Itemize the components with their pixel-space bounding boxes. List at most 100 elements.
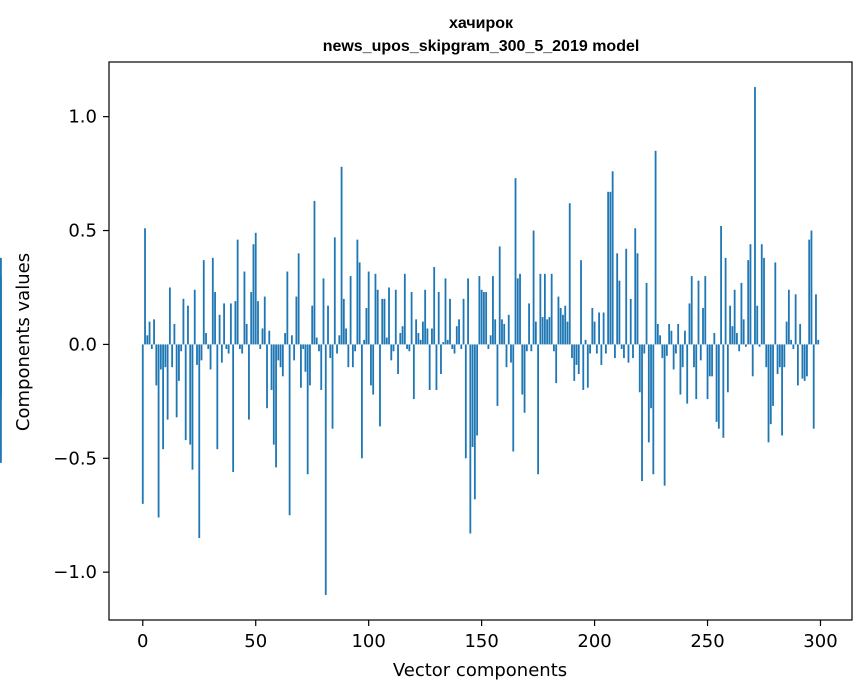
bar bbox=[193, 289, 196, 345]
bar bbox=[566, 321, 569, 345]
bar bbox=[250, 292, 253, 345]
bar bbox=[681, 344, 684, 368]
bar bbox=[392, 344, 395, 352]
bar bbox=[781, 344, 783, 436]
bar bbox=[532, 230, 535, 345]
x-axis-label: Vector components bbox=[393, 660, 567, 681]
bar bbox=[634, 228, 637, 345]
bar bbox=[573, 344, 576, 381]
bar bbox=[390, 344, 393, 361]
bar bbox=[577, 344, 580, 375]
bar bbox=[216, 344, 219, 450]
bar bbox=[209, 344, 212, 370]
bar bbox=[537, 344, 540, 475]
bar bbox=[498, 246, 501, 345]
bar bbox=[426, 328, 429, 345]
bar bbox=[489, 335, 492, 345]
bar bbox=[806, 344, 808, 377]
bar bbox=[778, 344, 781, 368]
bar bbox=[699, 344, 702, 361]
bar bbox=[297, 253, 300, 345]
bar bbox=[478, 276, 481, 345]
bar bbox=[808, 239, 811, 345]
bar bbox=[0, 328, 2, 345]
y-axis-label: Components values bbox=[13, 253, 34, 431]
bar bbox=[345, 328, 347, 345]
bar bbox=[293, 344, 296, 361]
x-tick-label: 150 bbox=[464, 631, 498, 652]
bar bbox=[512, 344, 515, 452]
x-axis-ticks: 0 50 100 150 200 250 300 bbox=[137, 620, 838, 652]
bar bbox=[254, 232, 257, 345]
bar bbox=[525, 344, 528, 352]
bar bbox=[736, 333, 738, 345]
bar bbox=[171, 344, 174, 368]
bar bbox=[435, 344, 438, 390]
bar bbox=[408, 344, 411, 352]
bar bbox=[729, 305, 732, 345]
bar bbox=[440, 344, 442, 375]
bar bbox=[211, 257, 214, 345]
bar bbox=[815, 294, 817, 345]
bar bbox=[164, 344, 167, 368]
bar bbox=[697, 280, 700, 345]
bar bbox=[358, 262, 361, 345]
x-tick-label: 200 bbox=[577, 631, 611, 652]
bar bbox=[381, 298, 384, 345]
bar bbox=[675, 344, 677, 354]
bar bbox=[595, 344, 598, 354]
bar bbox=[424, 289, 427, 345]
bar bbox=[627, 344, 630, 363]
bar bbox=[650, 344, 652, 409]
bar bbox=[347, 344, 350, 368]
bar bbox=[257, 301, 259, 345]
bar bbox=[790, 339, 793, 345]
bar bbox=[672, 344, 675, 370]
bar bbox=[367, 271, 370, 345]
bar bbox=[485, 292, 488, 345]
bar bbox=[243, 271, 246, 345]
bar bbox=[340, 166, 343, 345]
bar bbox=[623, 344, 625, 359]
bar bbox=[0, 257, 2, 345]
bar bbox=[449, 298, 451, 345]
bar bbox=[708, 344, 711, 377]
bar bbox=[333, 237, 336, 345]
x-tick-label: 300 bbox=[803, 631, 837, 652]
bar bbox=[469, 344, 472, 534]
bar bbox=[571, 344, 573, 359]
bar bbox=[487, 344, 490, 349]
bar bbox=[636, 253, 639, 345]
bar bbox=[677, 323, 680, 345]
bar bbox=[399, 333, 402, 345]
bar bbox=[263, 296, 266, 345]
bar bbox=[428, 344, 431, 390]
bar bbox=[252, 244, 255, 345]
bar bbox=[580, 260, 582, 345]
bar bbox=[796, 344, 799, 386]
bar bbox=[288, 344, 291, 516]
bar bbox=[374, 273, 377, 345]
x-tick-label: 250 bbox=[690, 631, 724, 652]
bar bbox=[519, 273, 521, 345]
bar bbox=[318, 344, 320, 352]
bar bbox=[431, 328, 433, 345]
bar bbox=[388, 287, 390, 345]
bar bbox=[412, 344, 415, 400]
bar bbox=[313, 200, 316, 345]
bar bbox=[415, 319, 418, 345]
bar bbox=[706, 344, 709, 400]
bar bbox=[548, 317, 551, 345]
bar bbox=[602, 312, 605, 345]
bar bbox=[268, 330, 271, 345]
bar bbox=[722, 344, 725, 438]
bar bbox=[715, 344, 718, 422]
bar bbox=[494, 319, 497, 345]
bar bbox=[684, 330, 686, 345]
bar bbox=[410, 292, 413, 345]
bar bbox=[180, 344, 183, 352]
bar bbox=[363, 339, 366, 345]
bar bbox=[272, 344, 275, 445]
bar bbox=[324, 344, 327, 595]
